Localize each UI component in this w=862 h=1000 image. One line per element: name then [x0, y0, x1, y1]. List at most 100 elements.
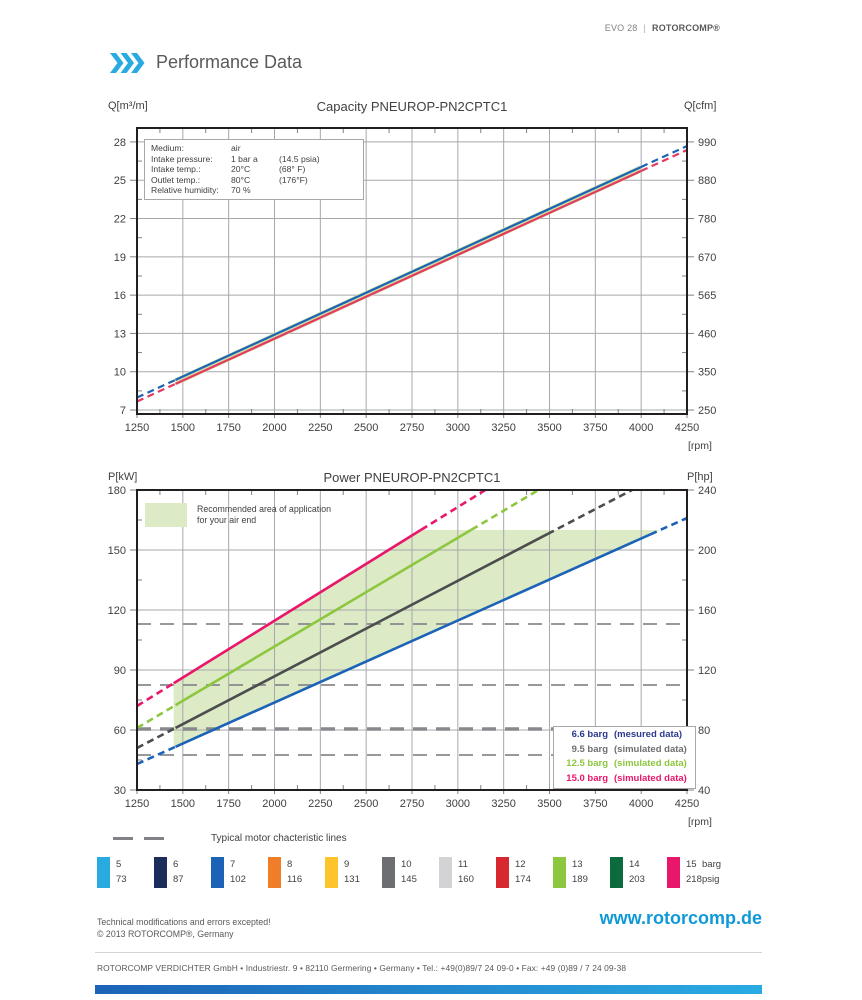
legend-row: 9.5 barg (simulated data) [556, 743, 690, 758]
xtick-label: 3500 [537, 422, 561, 434]
pressure-values: 6 87 [173, 857, 184, 888]
series-capacity-line-red [175, 169, 642, 385]
pressure-swatch [382, 857, 395, 888]
ytick-label-left: 16 [114, 290, 126, 302]
xtick-label: 3250 [491, 798, 515, 807]
pressure-values: 11 160 [458, 857, 474, 888]
power-x-unit: [rpm] [688, 816, 712, 828]
pressure-item: 14 203 [610, 857, 667, 888]
legend-note: (mesured data) [614, 729, 683, 740]
ytick-label-left: 60 [114, 725, 126, 737]
xtick-label: 3250 [491, 422, 515, 434]
ytick-label-left: 25 [114, 175, 126, 187]
page-title: Performance Data [156, 52, 303, 72]
xtick-label: 1500 [171, 798, 195, 807]
pressure-swatch [268, 857, 281, 888]
ytick-label-left: 30 [114, 785, 126, 797]
psig-value: 174 [515, 874, 531, 885]
pressure-values: 9 131 [344, 857, 360, 888]
ytick-label-right: 240 [698, 485, 716, 497]
ytick-label-right: 120 [698, 665, 716, 677]
psig-value: 87 [173, 874, 184, 885]
pressure-values: 10 145 [401, 857, 417, 888]
pressure-item: 6 87 [154, 857, 211, 888]
xtick-label: 1750 [216, 798, 240, 807]
power-chart-svg: 180 150 120 90 60 30 240 200 160 120 80 40 1250 1500 1… [108, 485, 717, 807]
ytick-label-left: 22 [114, 214, 126, 226]
pressure-item: 11 160 [439, 857, 496, 888]
dash-icon [113, 837, 133, 840]
unit-barg: barg [702, 859, 722, 870]
ytick-label-right: 990 [698, 137, 716, 149]
legend-note: (simulated data) [614, 743, 687, 755]
barg-value: 7 [230, 859, 236, 870]
recommended-area-text-line1: Recommended area of application [197, 504, 331, 514]
info-row: Relative humidity: 70 % [151, 185, 359, 196]
recommended-area-text-line2: for your air end [197, 515, 257, 525]
power-chart-title: Power PNEUROP-PN2CPTC1 [323, 470, 501, 485]
psig-value: 160 [458, 874, 474, 885]
info-cell: (176°F) [279, 174, 308, 185]
footer-blue-bar [95, 985, 762, 994]
series-12.5-barg [174, 528, 473, 707]
xtick-label: 2250 [308, 422, 332, 434]
info-cell: 80°C [231, 174, 251, 185]
info-cell: (68° F) [279, 164, 306, 175]
pressure-values: 12 174 [515, 857, 531, 888]
page-title-row: Performance Data [110, 52, 302, 73]
xtick-label: 4000 [629, 798, 653, 807]
info-cell: Medium: [151, 143, 184, 153]
website-link[interactable]: www.rotorcomp.de [599, 908, 762, 928]
barg-value: 8 [287, 859, 293, 870]
barg-value: 12 [515, 859, 526, 870]
ytick-label-right: 200 [698, 545, 716, 557]
xtick-label: 3500 [537, 798, 561, 807]
legend-row: 6.6 barg (mesured data) [556, 728, 690, 743]
psig-value: 218 [686, 874, 702, 885]
pressure-values: 13 189 [572, 857, 588, 888]
series-15.0-barg [136, 682, 175, 708]
ytick-label-right: 350 [698, 367, 716, 379]
series-capacity-line-blue [175, 165, 642, 381]
info-cell: Intake pressure: [151, 153, 213, 164]
psig-value: 116 [287, 874, 303, 885]
pressure-item: 13 189 [553, 857, 610, 888]
capacity-chart-title: Capacity PNEUROP-PN2CPTC1 [316, 99, 508, 114]
series-capacity-line-red [136, 382, 176, 403]
motor-lines-label: Typical motor chacteristic lines [211, 833, 347, 844]
ytick-label-right: 670 [698, 252, 716, 264]
pressure-values: 8 116 [287, 857, 302, 888]
psig-value: 189 [572, 874, 588, 885]
info-cell: 1 bar a [231, 153, 258, 164]
info-cell: Relative humidity: [151, 185, 219, 196]
series-12.5-barg [470, 488, 540, 531]
series-capacity-line-red [640, 148, 688, 172]
xtick-label: 2750 [400, 422, 424, 434]
barg-value: 14 [629, 859, 640, 870]
power-yaxis-left-label: P[kW] [108, 471, 138, 483]
xtick-label: 1750 [216, 422, 240, 434]
pressure-swatch [496, 857, 509, 888]
ytick-label-left: 13 [114, 328, 126, 340]
pressure-item: 7 102 [211, 857, 268, 888]
series-6.6-barg [649, 516, 688, 536]
info-cell: 20°C [231, 164, 251, 175]
ytick-label-left: 10 [114, 367, 126, 379]
plot-border [136, 489, 688, 791]
legend-value: 9.5 barg [571, 743, 608, 755]
series-9.5-barg [136, 726, 177, 750]
capacity-yaxis-right-label: Q[cfm] [684, 100, 717, 112]
xtick-label: 3000 [446, 422, 470, 434]
xtick-label: 4250 [675, 798, 699, 807]
pressure-scale-units: barg psig [702, 857, 721, 887]
ytick-label-left: 7 [120, 405, 126, 417]
pressure-scale: 5 73 6 87 7 102 8 116 9 131 10 145 11 160 12 174 13 189 14… [97, 857, 724, 888]
pressure-swatch [97, 857, 110, 888]
capacity-chart-svg: 28 25 22 19 16 13 10 7 990 880 780 670 565 460 350 250 1… [114, 127, 716, 434]
footer-note-line1: Technical modifications and errors excep… [97, 917, 271, 927]
pressure-item: 5 73 [97, 857, 154, 888]
barg-value: 15 [686, 859, 697, 870]
ytick-label-left: 120 [108, 605, 126, 617]
footer-divider [95, 952, 762, 953]
series-capacity-line-blue [136, 378, 176, 399]
